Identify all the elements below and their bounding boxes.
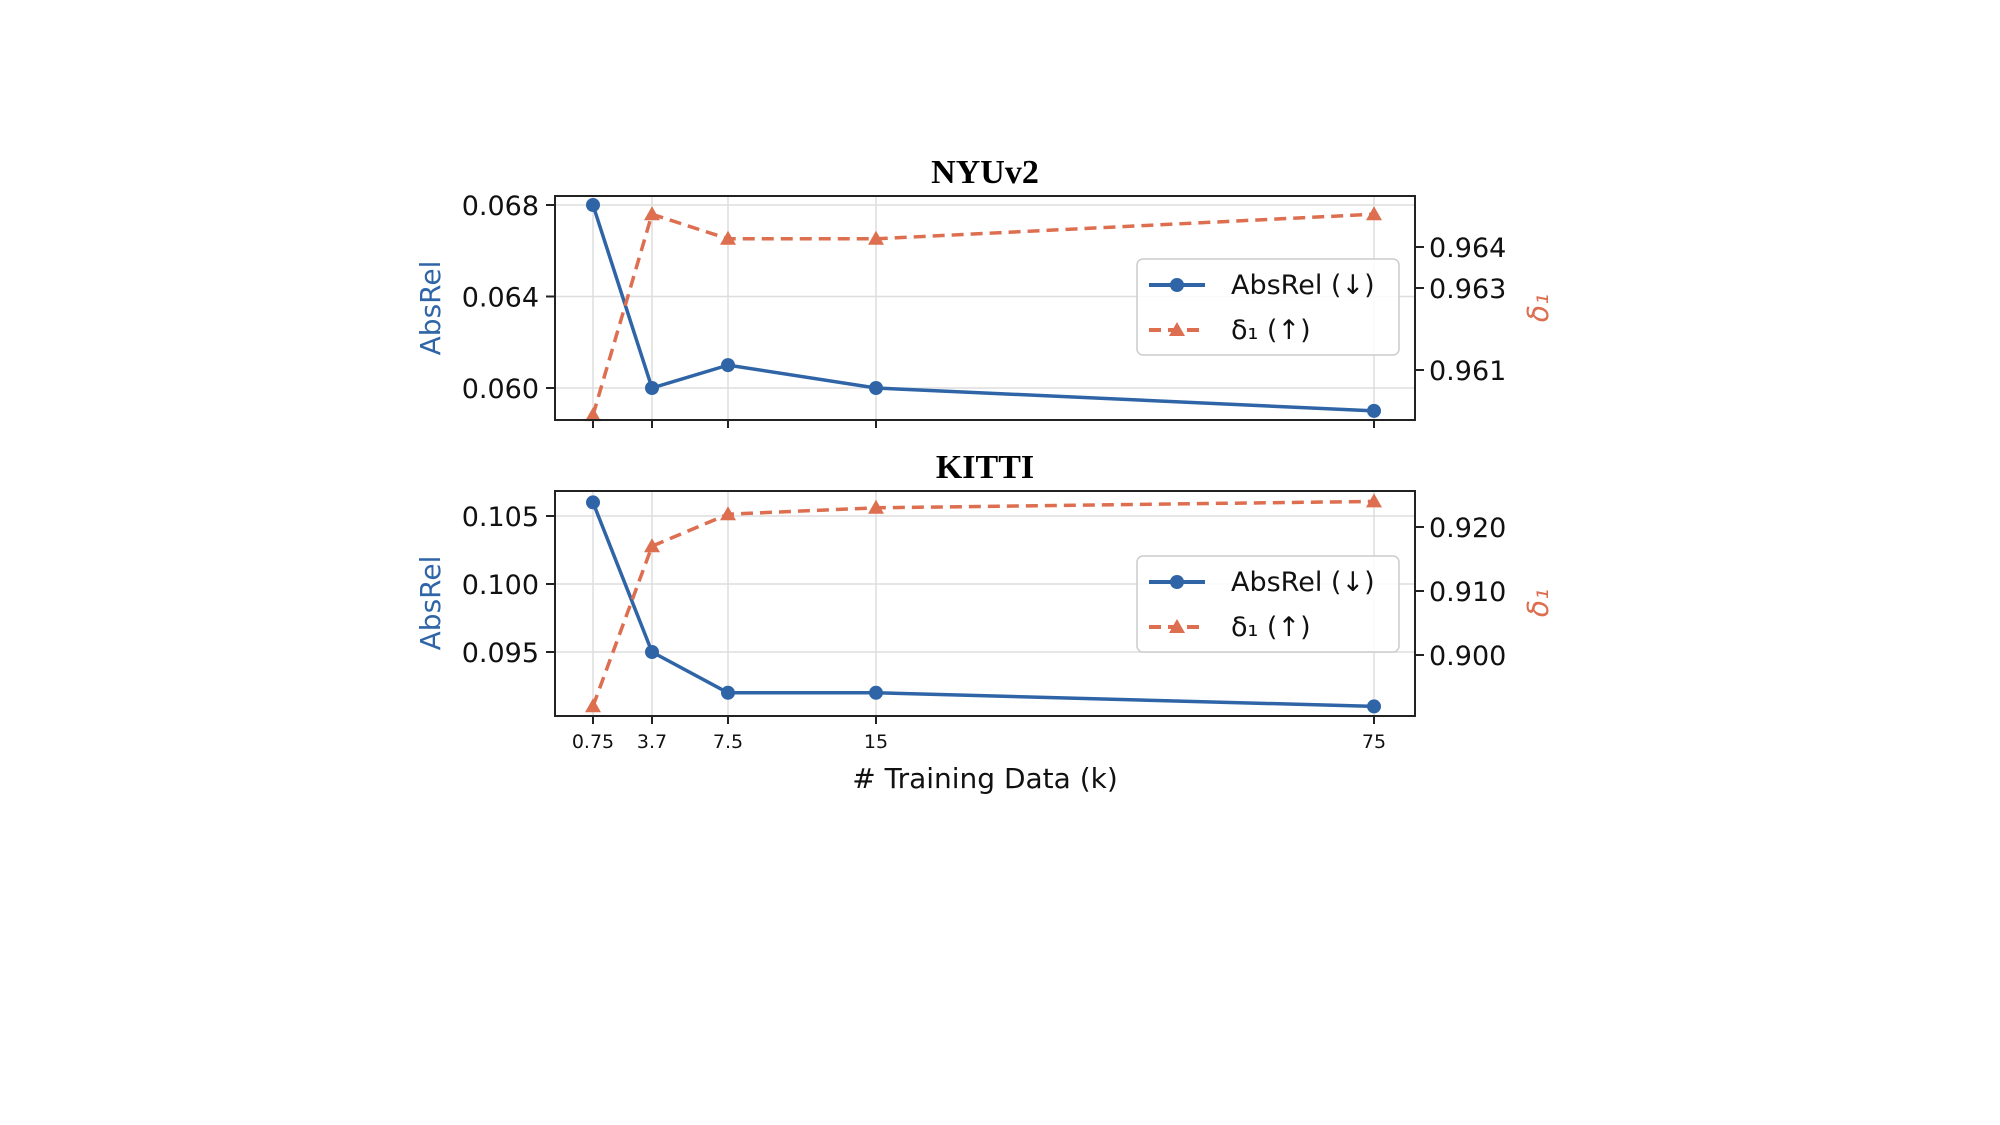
right-tick-label: 0.920 <box>1429 513 1506 544</box>
right-axis-label: δ₁ <box>1522 294 1555 322</box>
absrel-point <box>645 645 659 659</box>
delta1-point <box>720 506 736 521</box>
delta1-point <box>644 538 660 553</box>
absrel-point <box>586 198 600 212</box>
absrel-point <box>869 381 883 395</box>
x-axis-label: # Training Data (k) <box>852 762 1118 795</box>
legend-absrel-label: AbsRel (↓) <box>1231 567 1375 598</box>
delta1-point <box>585 698 601 713</box>
legend-absrel-marker <box>1170 278 1184 292</box>
absrel-point <box>869 685 883 700</box>
right-tick-label: 0.900 <box>1429 641 1506 672</box>
absrel-point <box>1367 403 1381 418</box>
absrel-point <box>586 495 600 510</box>
delta1-point <box>868 499 884 514</box>
x-tick-label: 0.75 <box>572 731 614 753</box>
left-tick-label: 0.095 <box>462 638 539 669</box>
right-tick-label: 0.964 <box>1429 233 1506 264</box>
left-tick-label: 0.068 <box>462 191 539 222</box>
delta1-point <box>720 230 736 245</box>
legend-absrel-label: AbsRel (↓) <box>1231 270 1375 301</box>
kitti-panel: KITTI 0.095 0.100 0.105 0.900 0.910 0.920 0.75 3… <box>414 449 1555 753</box>
delta1-point <box>644 206 660 221</box>
delta1-point <box>1366 206 1382 221</box>
x-tick-label: 3.7 <box>637 731 667 753</box>
legend-delta1-marker <box>1169 619 1185 633</box>
x-tick-label: 15 <box>864 731 888 753</box>
axes-frame <box>554 490 1416 717</box>
absrel-point <box>1367 699 1381 714</box>
left-tick-label: 0.064 <box>462 283 539 314</box>
x-tick-label: 7.5 <box>713 731 743 753</box>
legend-absrel-marker <box>1170 575 1184 589</box>
right-tick-label: 0.961 <box>1429 356 1506 387</box>
delta1-point <box>868 230 884 245</box>
legend-delta1-label: δ₁ (↑) <box>1231 315 1311 346</box>
nyuv2-panel: NYUv2 0.060 0.064 0.068 0.961 0.963 0.964 AbsRe… <box>414 154 1555 428</box>
x-tick-label: 75 <box>1362 731 1386 753</box>
legend-delta1-marker <box>1169 322 1185 336</box>
panel-title: NYUv2 <box>931 154 1039 191</box>
axes-frame <box>554 195 1416 421</box>
legend-delta1-label: δ₁ (↑) <box>1231 612 1311 643</box>
left-axis-label: AbsRel <box>414 556 447 651</box>
absrel-point <box>721 358 735 373</box>
left-tick-label: 0.105 <box>462 502 539 533</box>
delta1-point <box>1366 493 1382 508</box>
absrel-point <box>721 685 735 700</box>
right-tick-label: 0.963 <box>1429 274 1506 305</box>
right-tick-label: 0.910 <box>1429 577 1506 608</box>
panel-title: KITTI <box>936 449 1034 486</box>
right-axis-label: δ₁ <box>1522 589 1555 617</box>
left-axis-label: AbsRel <box>414 261 447 356</box>
absrel-point <box>645 381 659 395</box>
left-tick-label: 0.060 <box>462 374 539 405</box>
left-tick-label: 0.100 <box>462 570 539 601</box>
delta1-point <box>585 407 601 422</box>
